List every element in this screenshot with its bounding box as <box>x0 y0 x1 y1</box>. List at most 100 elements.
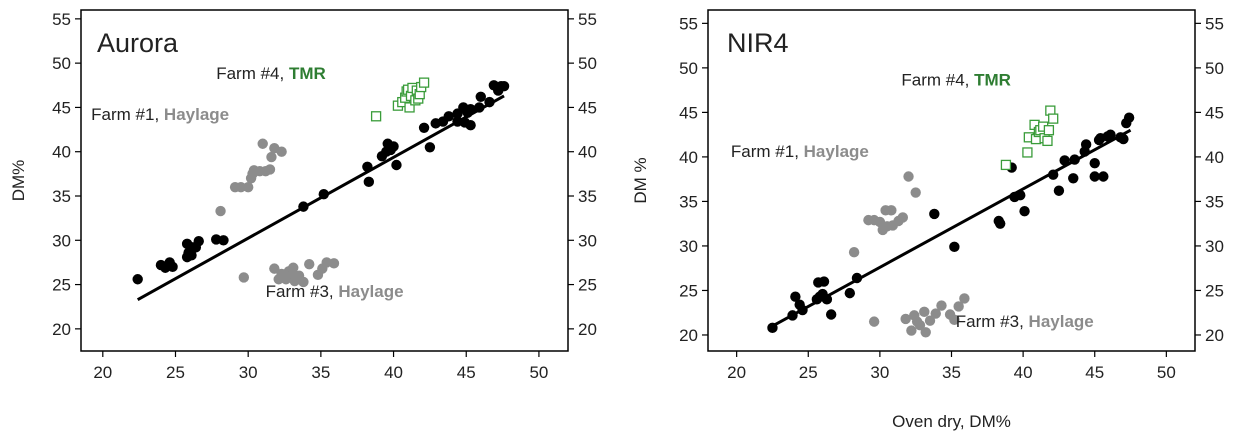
x-tick-label: 20 <box>727 363 746 382</box>
data-point-dot <box>897 212 908 223</box>
annotation-type: TMR <box>289 64 326 83</box>
data-point-square <box>1043 125 1055 136</box>
data-point-dot <box>498 80 510 92</box>
x-tick-label: 25 <box>799 363 818 382</box>
x-tick-label: 40 <box>384 363 403 382</box>
y-tick-label-right: 45 <box>1205 103 1224 122</box>
data-point-dot <box>391 159 402 171</box>
data-point-dot <box>1015 189 1026 201</box>
annotation-type: TMR <box>974 71 1011 90</box>
data-point-dot <box>1118 133 1129 145</box>
y-tick-label-right: 55 <box>578 10 597 29</box>
data-point-dot <box>215 205 226 217</box>
series-green-open-square <box>370 77 430 122</box>
annotation-label: Farm #3, Haylage <box>956 312 1094 331</box>
data-point-dot <box>465 119 476 131</box>
annotation-label: Farm #1, Haylage <box>731 142 869 161</box>
plot-frame <box>707 9 1196 352</box>
data-point-square <box>418 77 430 88</box>
annotation-farm: Farm #3, <box>266 282 339 301</box>
y-tick-label-left: 45 <box>52 98 71 117</box>
data-point-dot <box>475 91 486 103</box>
data-point-dot <box>953 301 964 312</box>
data-point-dot <box>1069 154 1080 165</box>
data-point-dot <box>167 261 178 273</box>
data-point-dot <box>1068 173 1079 184</box>
data-point-dot <box>1089 171 1100 182</box>
y-tick-label-left: 35 <box>52 187 71 206</box>
data-point-dot <box>929 208 940 220</box>
y-tick-label-right: 40 <box>1205 148 1224 167</box>
x-tick-label: 45 <box>1085 363 1104 382</box>
data-point-dot <box>288 262 299 273</box>
data-point-dot <box>257 138 268 149</box>
data-point-dot <box>924 315 936 326</box>
x-tick-label: 30 <box>239 363 258 382</box>
annotation-farm: Farm #1, <box>91 105 164 124</box>
annotation-farm: Farm #4, <box>901 71 974 90</box>
series-black-filled-circle <box>767 112 1135 334</box>
y-tick-label-left: 45 <box>679 103 698 122</box>
y-tick-label-left: 40 <box>52 143 71 162</box>
data-point-dot <box>1123 112 1135 123</box>
data-point-square <box>1000 159 1012 171</box>
data-point-dot <box>936 300 947 311</box>
data-point-dot <box>132 274 143 285</box>
panel-title: NIR4 <box>727 28 789 58</box>
data-point-dot <box>1059 155 1070 166</box>
x-tick-label: 35 <box>942 363 961 382</box>
data-point-square <box>1042 135 1053 147</box>
data-point-dot <box>298 201 309 212</box>
x-tick-label: 50 <box>1157 363 1176 382</box>
data-point-dot <box>235 181 247 193</box>
data-point-dot <box>186 250 197 261</box>
data-point-dot <box>242 181 254 193</box>
y-tick-label-right: 50 <box>578 54 597 73</box>
data-point-dot <box>276 146 287 157</box>
panel-title: Aurora <box>97 28 179 58</box>
y-tick-label-left: 55 <box>52 10 71 29</box>
data-point-square <box>1048 113 1059 124</box>
series-gray-filled-circle <box>215 138 340 288</box>
data-point-dot <box>218 235 229 246</box>
data-point-dot <box>484 96 495 108</box>
data-point-dot <box>949 241 960 253</box>
data-point-square <box>404 102 415 113</box>
data-point-dot <box>304 259 315 270</box>
x-tick-label: 30 <box>870 363 889 382</box>
y-axis-title: DM% <box>9 160 28 202</box>
y-tick-label-left: 25 <box>52 276 71 295</box>
data-point-square <box>1022 147 1033 158</box>
data-point-dot <box>193 235 204 247</box>
data-point-dot <box>920 327 931 338</box>
data-point-dot <box>910 187 921 198</box>
data-point-dot <box>959 293 970 304</box>
data-point-dot <box>1019 206 1030 217</box>
y-tick-label-right: 20 <box>578 320 597 339</box>
chart-panel-1: 20 25 30 35 40 45 50 20 20 25 25 30 30 35 35 40 40 45 45 50… <box>9 9 597 382</box>
y-tick-label-left: 40 <box>679 148 698 167</box>
data-point-dot <box>474 102 485 113</box>
data-point-dot <box>900 313 911 325</box>
data-point-dot <box>844 287 856 299</box>
y-tick-label-right: 35 <box>578 187 597 206</box>
data-point-dot <box>1089 157 1100 169</box>
data-point-dot <box>1098 171 1109 182</box>
data-point-dot <box>266 151 277 163</box>
data-point-dot <box>328 258 340 269</box>
x-tick-label: 45 <box>457 363 476 382</box>
data-point-dot <box>914 319 926 331</box>
data-point-dot <box>868 316 880 327</box>
series-gray-filled-circle <box>848 171 970 338</box>
y-tick-label-right: 30 <box>1205 237 1224 256</box>
x-tick-label: 40 <box>1014 363 1033 382</box>
annotation-label: Farm #4, TMR <box>901 71 1011 90</box>
data-point-dot <box>418 122 430 133</box>
plot-frame <box>80 9 569 352</box>
y-tick-label-left: 35 <box>679 192 698 211</box>
y-tick-label-right: 20 <box>1205 326 1224 345</box>
x-tick-label: 20 <box>93 363 112 382</box>
y-tick-label-left: 25 <box>679 281 698 300</box>
data-point-dot <box>787 310 798 321</box>
